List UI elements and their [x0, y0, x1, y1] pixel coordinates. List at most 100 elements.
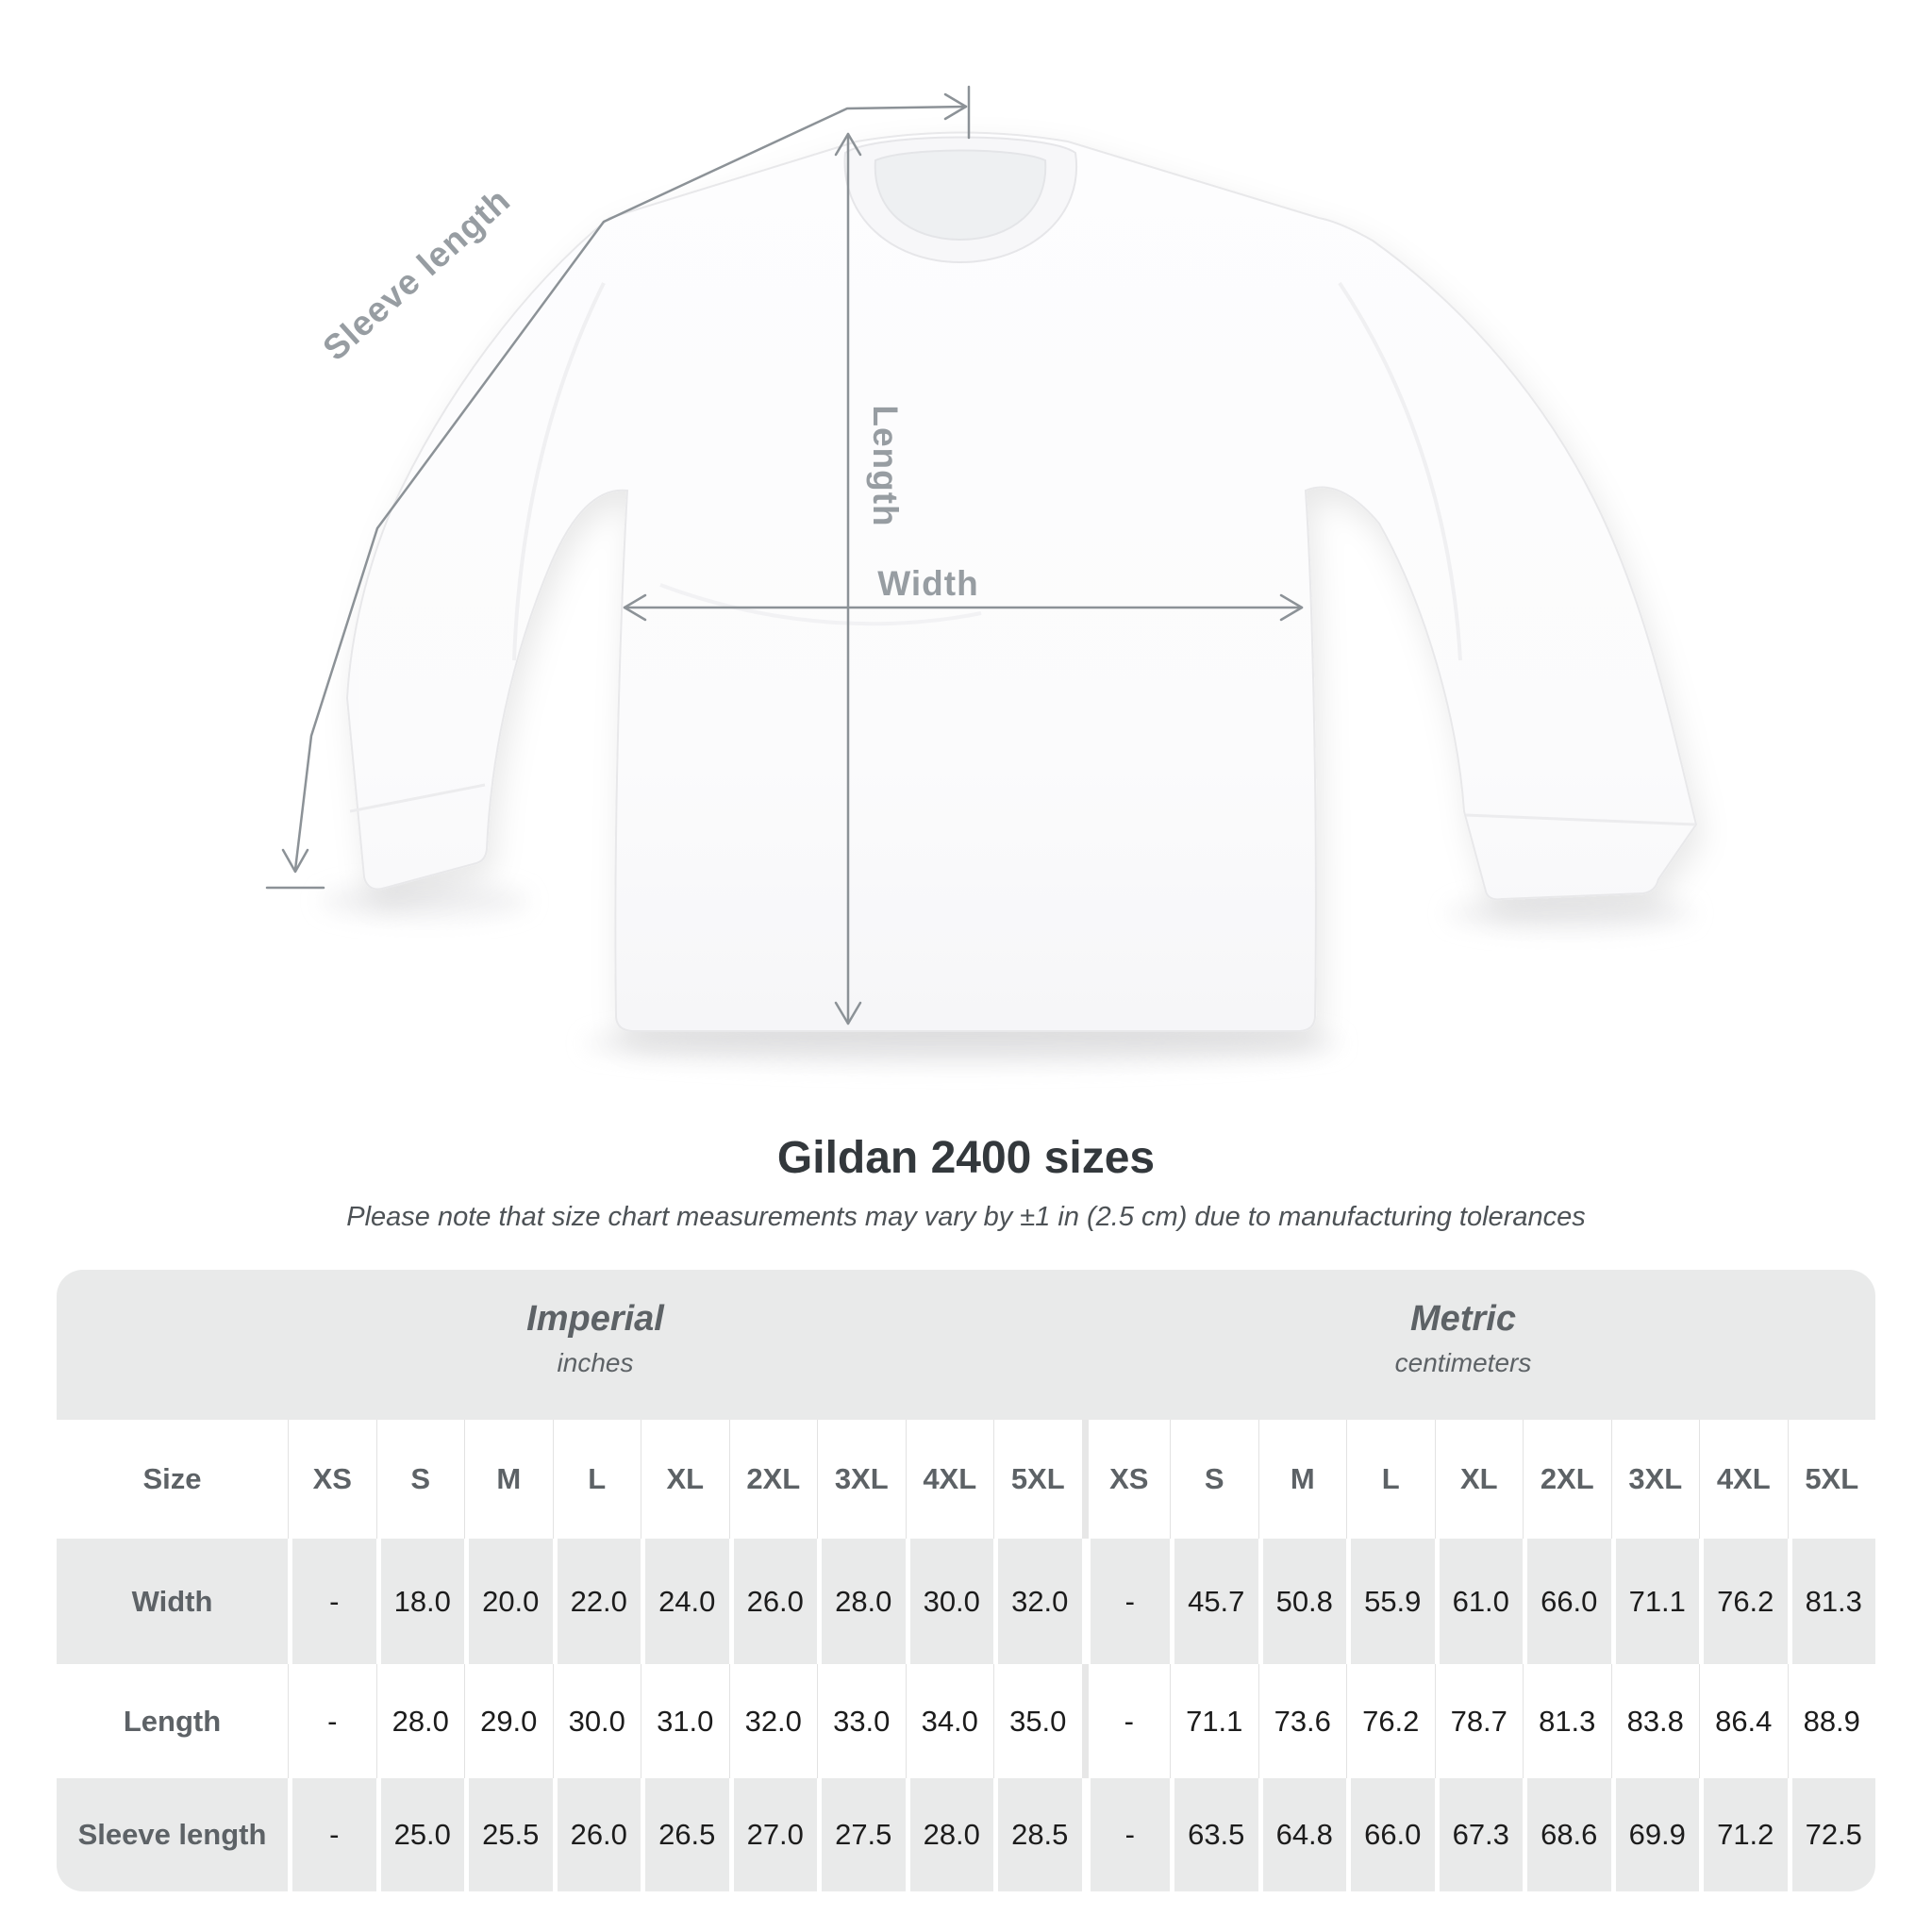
- value-cell: 76.2: [1699, 1539, 1788, 1664]
- value-cell: 78.7: [1434, 1664, 1523, 1778]
- value-cell: 66.0: [1346, 1778, 1435, 1891]
- size-column-header: M: [464, 1420, 553, 1539]
- value-cell: 32.0: [728, 1664, 817, 1778]
- value-cell: 20.0: [464, 1539, 553, 1664]
- value-cell: 71.2: [1699, 1778, 1788, 1891]
- value-cell: 30.0: [905, 1539, 993, 1664]
- value-cell: 66.0: [1523, 1539, 1611, 1664]
- value-cell: 83.8: [1610, 1664, 1699, 1778]
- imperial-label: Imperial: [526, 1299, 664, 1339]
- imperial-unit-label: inches: [557, 1348, 634, 1377]
- value-cell: 28.0: [905, 1778, 993, 1891]
- value-cell: 61.0: [1434, 1539, 1523, 1664]
- imperial-group-header: Imperial inches: [526, 1298, 664, 1379]
- value-cell: 86.4: [1699, 1664, 1788, 1778]
- size-column-header: XL: [1434, 1420, 1523, 1539]
- value-cell: 67.3: [1434, 1778, 1523, 1891]
- size-column-header: M: [1257, 1420, 1346, 1539]
- arrowhead-right-icon: [1279, 593, 1304, 622]
- row-label: Sleeve length: [57, 1778, 288, 1891]
- metric-group-header: Metric centimeters: [1395, 1298, 1532, 1379]
- left-cuff-seam: [349, 783, 486, 813]
- value-cell: 64.8: [1257, 1778, 1346, 1891]
- arrowhead-up-icon: [834, 132, 862, 157]
- size-column-header: L: [1346, 1420, 1435, 1539]
- value-cell: 22.0: [552, 1539, 641, 1664]
- value-cell: 26.0: [728, 1539, 817, 1664]
- value-cell: 88.9: [1787, 1664, 1875, 1778]
- size-column-header: S: [375, 1420, 464, 1539]
- value-cell: -: [1081, 1539, 1170, 1664]
- value-cell: 24.0: [641, 1539, 729, 1664]
- metric-label: Metric: [1410, 1299, 1516, 1339]
- collar-opening: [874, 149, 1047, 242]
- value-cell: 81.3: [1787, 1539, 1875, 1664]
- value-cell: -: [288, 1664, 376, 1778]
- value-cell: 26.5: [641, 1778, 729, 1891]
- size-column-header: 4XL: [905, 1420, 993, 1539]
- value-cell: 34.0: [905, 1664, 993, 1778]
- value-cell: 63.5: [1170, 1778, 1258, 1891]
- value-cell: 31.0: [641, 1664, 729, 1778]
- right-cuff-seam: [1465, 813, 1696, 826]
- value-cell: 28.5: [993, 1778, 1082, 1891]
- value-cell: 50.8: [1257, 1539, 1346, 1664]
- value-cell: -: [288, 1539, 376, 1664]
- size-table: Imperial inches Metric centimeters Size X…: [57, 1270, 1875, 1891]
- size-column-header: L: [552, 1420, 641, 1539]
- sleeve-length-line: [293, 105, 968, 872]
- value-cell: 30.0: [552, 1664, 641, 1778]
- value-cell: 35.0: [993, 1664, 1082, 1778]
- value-cell: 45.7: [1170, 1539, 1258, 1664]
- value-cell: 72.5: [1787, 1778, 1875, 1891]
- size-column-header: 2XL: [1523, 1420, 1611, 1539]
- shirt-illustration: [345, 131, 1698, 1032]
- size-column-header: S: [1170, 1420, 1258, 1539]
- value-cell: 18.0: [375, 1539, 464, 1664]
- size-column-header: 3XL: [1610, 1420, 1699, 1539]
- value-cell: 25.0: [375, 1778, 464, 1891]
- width-label: Width: [877, 564, 978, 603]
- size-column-header: 5XL: [993, 1420, 1082, 1539]
- value-cell: 28.0: [817, 1539, 906, 1664]
- measurement-annotations: [265, 85, 1304, 1025]
- value-cell: 71.1: [1610, 1539, 1699, 1664]
- shirt-measurement-diagram: Sleeve length Length Width: [265, 85, 1698, 1064]
- value-cell: 76.2: [1346, 1664, 1435, 1778]
- value-cell: 71.1: [1170, 1664, 1258, 1778]
- value-cell: 69.9: [1610, 1778, 1699, 1891]
- value-cell: 28.0: [375, 1664, 464, 1778]
- arrowhead-down-icon: [834, 1001, 862, 1025]
- size-column-header: XL: [641, 1420, 729, 1539]
- value-cell: 27.0: [728, 1778, 817, 1891]
- arrowhead-down-icon: [281, 848, 309, 874]
- value-cell: 32.0: [993, 1539, 1082, 1664]
- corner-header: Size: [57, 1420, 288, 1539]
- size-column-header: XS: [1081, 1420, 1170, 1539]
- value-cell: 25.5: [464, 1778, 553, 1891]
- table-group-header-row: Imperial inches Metric centimeters: [57, 1270, 1875, 1420]
- page-title: Gildan 2400 sizes: [776, 1133, 1156, 1183]
- value-cell: 33.0: [817, 1664, 906, 1778]
- value-cell: -: [1081, 1778, 1170, 1891]
- table-grid: Size XS S M L XL 2XL 3XL 4XL 5XL XS S M L XL 2XL 3XL 4XL 5…: [57, 1420, 1875, 1891]
- length-label: Length: [866, 405, 905, 526]
- value-cell: 68.6: [1523, 1778, 1611, 1891]
- row-label: Length: [57, 1664, 288, 1778]
- metric-unit-label: centimeters: [1394, 1348, 1532, 1377]
- size-column-header: 5XL: [1787, 1420, 1875, 1539]
- shirt-shadow: [321, 884, 1693, 1064]
- arrowhead-right-icon: [943, 92, 968, 121]
- tolerance-note: Please note that size chart measurements…: [346, 1202, 1586, 1232]
- value-cell: -: [288, 1778, 376, 1891]
- arrowhead-left-icon: [623, 593, 647, 622]
- sleeve-length-label: Sleeve length: [315, 180, 517, 368]
- size-column-header: 4XL: [1699, 1420, 1788, 1539]
- size-column-header: 2XL: [728, 1420, 817, 1539]
- value-cell: 55.9: [1346, 1539, 1435, 1664]
- value-cell: 81.3: [1523, 1664, 1611, 1778]
- value-cell: -: [1081, 1664, 1170, 1778]
- size-column-header: XS: [288, 1420, 376, 1539]
- row-label: Width: [57, 1539, 288, 1664]
